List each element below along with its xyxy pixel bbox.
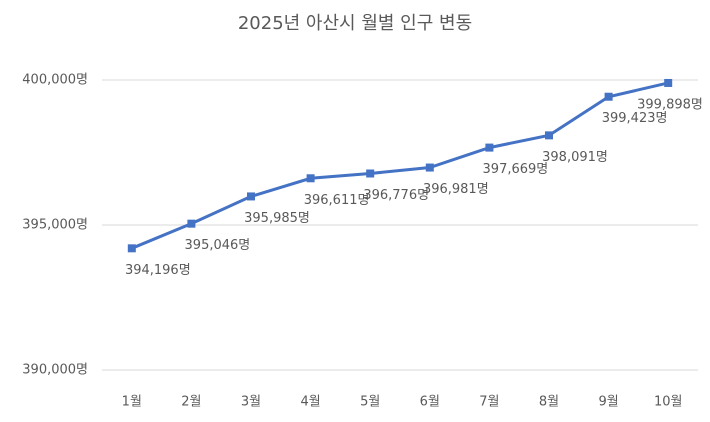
- x-tick-label: 9월: [598, 395, 618, 410]
- data-label: 399,423명: [602, 111, 668, 126]
- data-point: [366, 169, 375, 178]
- x-tick-label: 3월: [241, 395, 261, 410]
- x-tick-label: 4월: [300, 395, 320, 410]
- data-point: [604, 92, 613, 101]
- y-tick-label: 400,000명: [22, 73, 88, 88]
- x-tick-label: 8월: [539, 395, 559, 410]
- data-point: [306, 174, 315, 183]
- data-label: 398,091명: [542, 150, 608, 165]
- data-point: [425, 163, 434, 172]
- data-point: [127, 244, 136, 253]
- chart-title: 2025년 아산시 월별 인구 변동: [238, 13, 472, 34]
- data-label: 399,898명: [637, 97, 703, 112]
- x-tick-label: 10월: [654, 395, 683, 410]
- x-tick-label: 6월: [420, 395, 440, 410]
- x-tick-label: 5월: [360, 395, 380, 410]
- x-tick-label: 1월: [122, 395, 142, 410]
- data-label: 396,776명: [363, 188, 429, 203]
- data-label: 396,611명: [304, 193, 370, 208]
- y-tick-label: 395,000명: [22, 218, 88, 233]
- data-label: 394,196명: [125, 263, 191, 278]
- data-point: [187, 219, 196, 228]
- data-point: [545, 131, 553, 140]
- data-label: 395,985명: [244, 211, 310, 226]
- x-tick-label: 7월: [479, 395, 499, 410]
- y-tick-label: 390,000명: [22, 363, 88, 378]
- x-tick-label: 2월: [181, 395, 201, 410]
- data-point: [247, 192, 255, 201]
- data-point: [664, 78, 673, 87]
- data-line: [131, 81, 669, 250]
- data-label: 397,669명: [483, 162, 549, 177]
- data-label: 395,046명: [185, 238, 251, 253]
- data-point: [485, 143, 494, 152]
- data-label: 396,981명: [423, 182, 489, 197]
